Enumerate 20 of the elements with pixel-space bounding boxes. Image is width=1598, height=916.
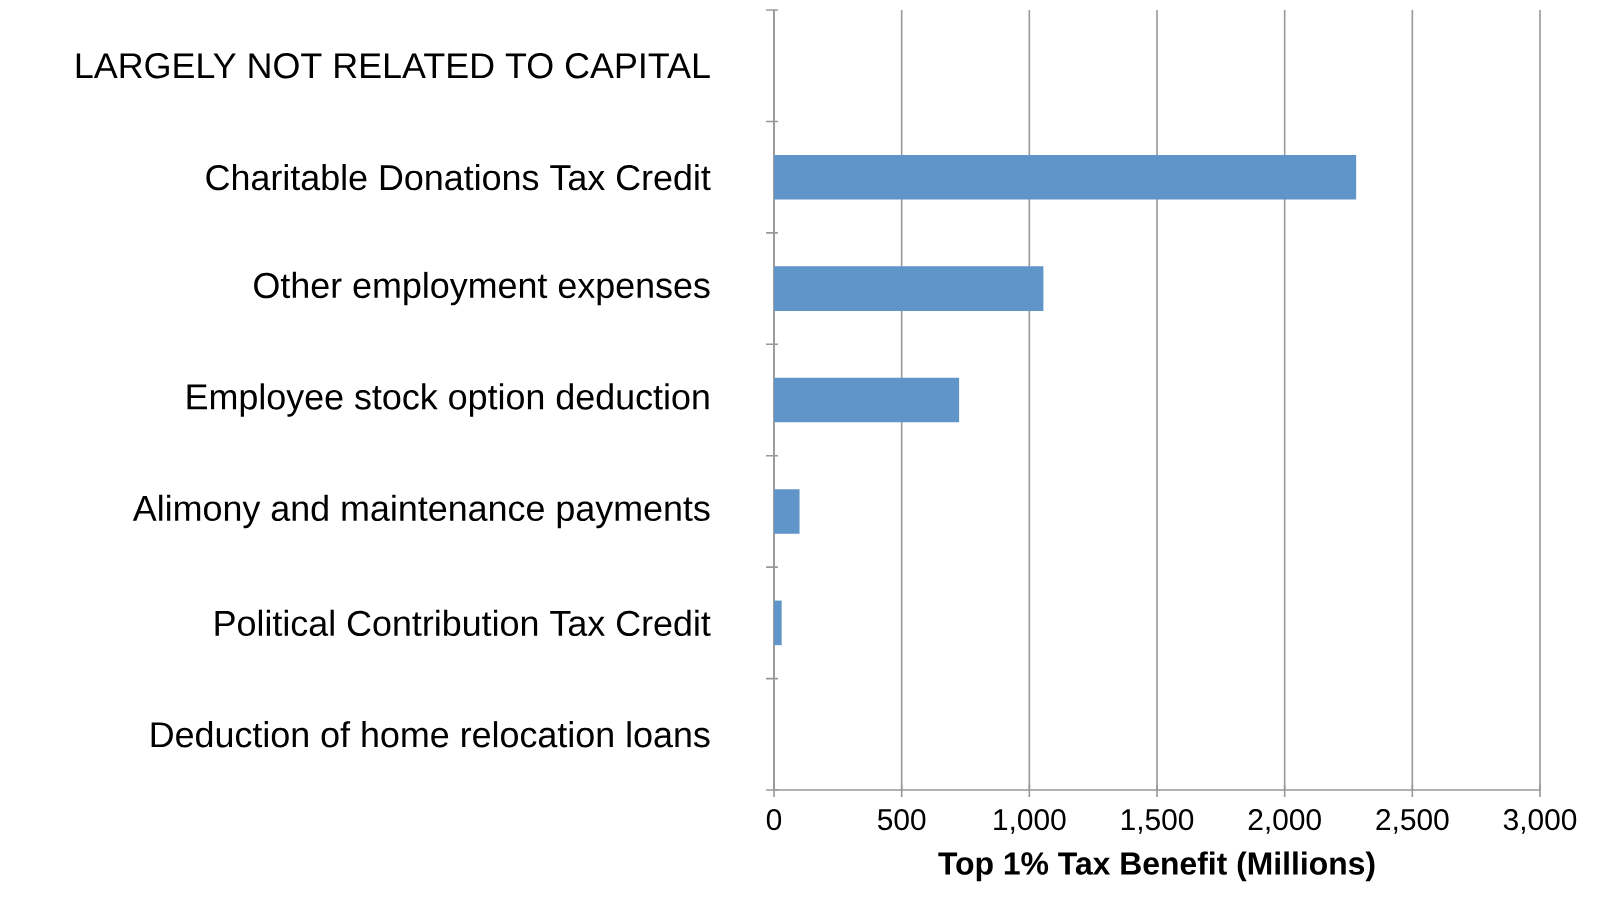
- x-tick-label: 2,000: [1248, 809, 1321, 834]
- bar: [774, 266, 1044, 311]
- x-tick-label: 500: [877, 809, 926, 831]
- bar: [774, 154, 1357, 200]
- x-axis-title: Top 1% Tax Benefit (Millions): [938, 851, 1375, 882]
- y-tick-label: Political Contribution Tax Credit: [215, 609, 711, 637]
- x-tick-label: 2,500: [1376, 809, 1449, 834]
- x-tick-label: 1,000: [994, 809, 1066, 834]
- bar: [774, 600, 782, 646]
- y-tick-label: Other employment expenses: [254, 271, 710, 306]
- bar: [774, 377, 960, 423]
- x-tick-label: 0: [766, 809, 782, 831]
- bar: [774, 489, 800, 534]
- y-tick-label: Employee stock option deduction: [187, 383, 709, 417]
- x-tick-label: 3,000: [1503, 809, 1577, 834]
- y-tick-label: Charitable Donations Tax Credit: [206, 163, 711, 191]
- y-tick-label: Alimony and maintenance payments: [132, 494, 710, 529]
- y-tick-label: Deduction of home relocation loans: [151, 721, 710, 748]
- x-tick-label: 1,500: [1121, 809, 1194, 834]
- y-tick-label: LARGELY NOT RELATED TO CAPITAL: [76, 53, 710, 79]
